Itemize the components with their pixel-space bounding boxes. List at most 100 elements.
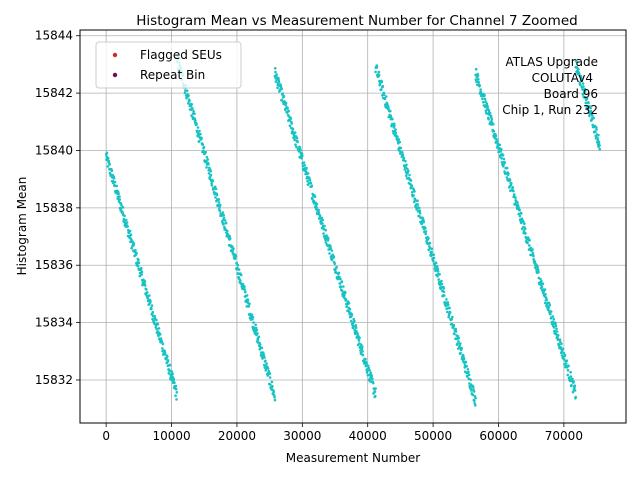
data-point [526, 241, 529, 245]
data-point [172, 377, 176, 381]
data-point [246, 299, 250, 302]
data-point [416, 203, 420, 206]
data-point [271, 385, 274, 388]
data-point [367, 366, 371, 370]
data-point [387, 107, 390, 110]
data-point [342, 285, 345, 288]
data-point [140, 267, 143, 270]
data-point [196, 126, 200, 129]
data-point [373, 390, 377, 393]
data-point [551, 315, 555, 318]
data-point [412, 194, 415, 197]
data-point [175, 398, 178, 401]
data-point [359, 343, 363, 346]
data-point [537, 270, 540, 274]
data-point [171, 372, 174, 376]
data-point [448, 306, 451, 310]
data-point [579, 74, 583, 78]
data-point [339, 277, 342, 281]
data-point [389, 109, 392, 113]
data-point [150, 307, 153, 311]
y-tick-label: 15838 [35, 201, 73, 215]
data-point [492, 122, 495, 126]
data-point [194, 119, 197, 122]
data-point [467, 373, 471, 377]
data-point [344, 291, 347, 294]
data-point [422, 220, 426, 224]
data-point [295, 145, 298, 149]
data-point [536, 265, 539, 269]
data-point [332, 255, 336, 258]
data-point [524, 232, 527, 235]
data-point [298, 146, 302, 149]
legend-marker-flagged-seus [112, 52, 118, 58]
y-axis-ticks: 15832 15834 15836 15838 15840 15842 15844 [35, 29, 80, 387]
y-tick-label: 15844 [35, 29, 73, 43]
data-point [113, 180, 117, 184]
data-point [335, 265, 338, 269]
legend-box [95, 41, 242, 89]
data-point [252, 321, 255, 324]
data-point [478, 84, 482, 87]
data-point [437, 278, 441, 281]
data-point [273, 398, 277, 402]
data-point [597, 140, 601, 144]
data-point [183, 91, 187, 95]
data-point [155, 327, 158, 331]
data-point [415, 208, 419, 211]
data-point [305, 166, 308, 170]
data-point [257, 335, 261, 339]
data-point [416, 199, 419, 202]
data-point [398, 140, 402, 144]
data-point [301, 154, 304, 157]
data-point [140, 270, 144, 274]
data-point [174, 394, 177, 398]
data-point [544, 296, 548, 299]
data-point [583, 89, 587, 92]
data-point [327, 237, 330, 240]
data-point [447, 315, 451, 319]
data-point [174, 384, 178, 388]
data-point [558, 338, 562, 342]
data-point [560, 342, 563, 346]
data-point [251, 316, 255, 319]
data-point [547, 308, 550, 312]
data-point [295, 136, 299, 140]
data-point [231, 245, 234, 248]
data-point [293, 138, 296, 142]
data-point [589, 106, 592, 110]
data-point [274, 70, 277, 74]
data-point [361, 345, 364, 348]
data-point [112, 177, 116, 180]
data-point [540, 279, 543, 283]
data-point [518, 214, 522, 218]
data-point [324, 228, 328, 232]
x-tick-label: 70000 [545, 429, 583, 443]
data-point [401, 153, 405, 157]
data-point [199, 132, 202, 136]
data-point [266, 367, 270, 370]
data-point [578, 81, 582, 84]
data-point [368, 369, 372, 372]
data-point [512, 189, 515, 193]
data-point [135, 251, 138, 255]
data-point [582, 85, 585, 88]
data-point [571, 377, 574, 381]
data-point [389, 115, 393, 119]
data-point [106, 156, 110, 160]
data-point [399, 146, 403, 150]
data-point [168, 364, 172, 367]
y-tick-label: 15840 [35, 143, 73, 157]
data-point [120, 204, 123, 207]
legend-marker-repeat-bin [112, 72, 118, 78]
data-point [300, 152, 304, 155]
data-point [324, 241, 328, 244]
data-point [440, 279, 443, 283]
data-point [483, 93, 486, 97]
data-point [484, 105, 487, 109]
data-point [471, 393, 475, 397]
data-point [531, 251, 535, 255]
grid [80, 30, 626, 423]
data-point [377, 73, 381, 77]
